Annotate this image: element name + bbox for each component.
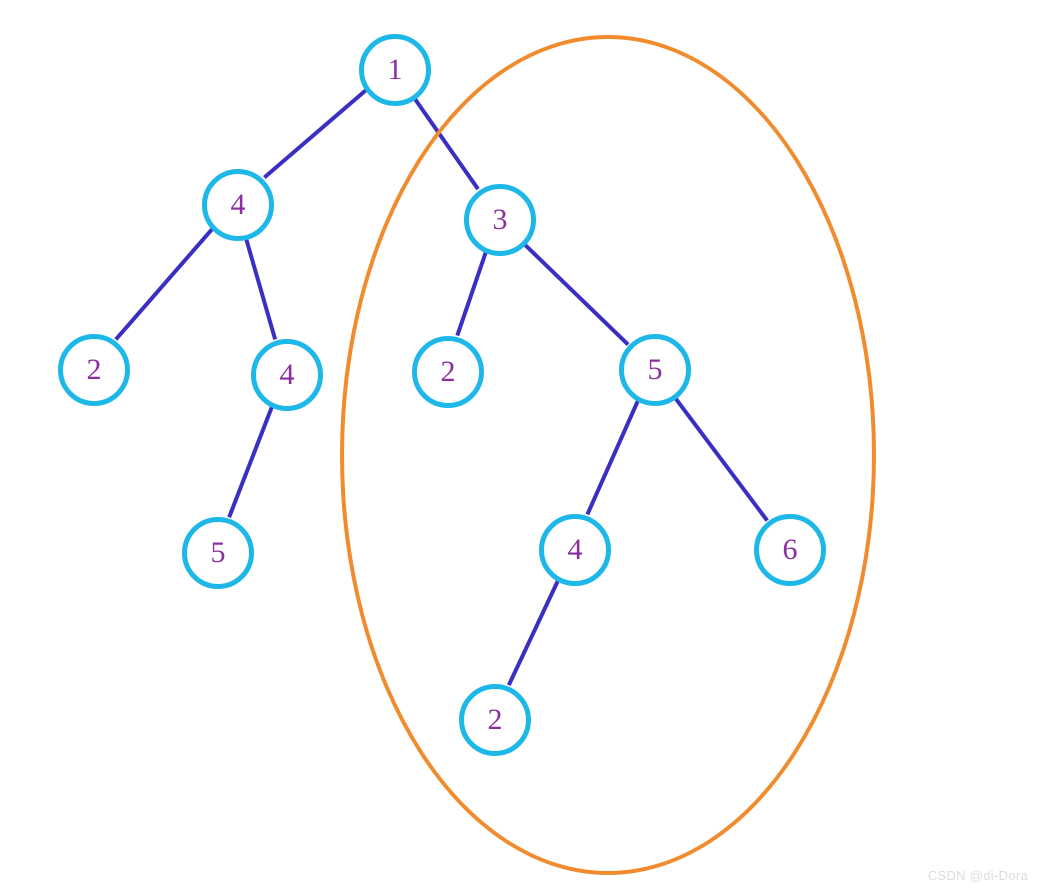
tree-node: 4 xyxy=(251,339,323,411)
tree-node: 1 xyxy=(359,34,431,106)
tree-node-label: 5 xyxy=(211,536,226,570)
tree-node: 3 xyxy=(464,184,536,256)
tree-node: 4 xyxy=(202,169,274,241)
tree-edge xyxy=(263,88,368,179)
tree-node-label: 5 xyxy=(648,353,663,387)
watermark-text: CSDN @di-Dora xyxy=(928,868,1028,883)
tree-edge xyxy=(227,405,274,517)
tree-node: 2 xyxy=(58,334,130,406)
tree-node-label: 3 xyxy=(493,203,508,237)
tree-edge xyxy=(115,227,215,340)
tree-node: 2 xyxy=(459,684,531,756)
highlight-ellipse xyxy=(340,35,876,875)
tree-node-label: 4 xyxy=(568,533,583,567)
tree-node-label: 2 xyxy=(441,355,456,389)
tree-node: 4 xyxy=(539,514,611,586)
tree-node: 5 xyxy=(182,517,254,589)
tree-node: 6 xyxy=(754,514,826,586)
tree-node-label: 4 xyxy=(280,358,295,392)
tree-node-label: 4 xyxy=(231,188,246,222)
tree-edge xyxy=(244,238,277,340)
tree-node-label: 2 xyxy=(87,353,102,387)
tree-node-label: 1 xyxy=(388,53,403,87)
tree-diagram-canvas: 1 4 3 2 4 2 5 5 4 6 2 CSDN @di-Dora xyxy=(0,0,1046,893)
tree-node-label: 2 xyxy=(488,703,503,737)
tree-node: 2 xyxy=(412,336,484,408)
tree-node-label: 6 xyxy=(783,533,798,567)
tree-node: 5 xyxy=(619,334,691,406)
